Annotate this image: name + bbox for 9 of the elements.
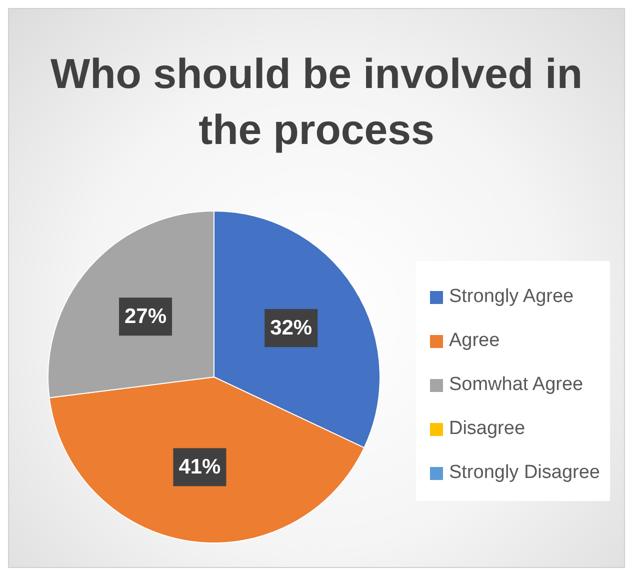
legend-label: Disagree xyxy=(448,417,526,441)
data-label: 41% xyxy=(178,456,222,479)
legend-label: Strongly Disagree xyxy=(448,461,600,485)
legend-label: Somwhat Agree xyxy=(448,373,584,397)
legend-label: Agree xyxy=(448,329,500,353)
legend-label: Strongly Agree xyxy=(448,285,574,309)
data-label: 27% xyxy=(124,305,167,328)
chart-title: Who should be involved in the process xyxy=(50,49,584,155)
data-label: 32% xyxy=(270,316,312,340)
